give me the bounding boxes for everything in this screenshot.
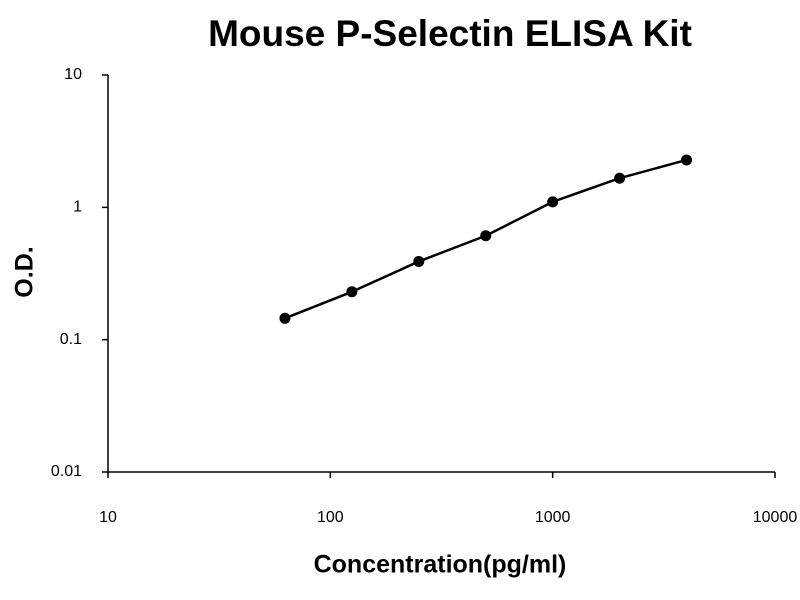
x-tick-label: 10000 — [753, 509, 798, 526]
data-point — [547, 196, 559, 208]
x-tick-label: 10 — [99, 509, 117, 526]
data-point — [279, 312, 291, 324]
x-tick-label: 1000 — [535, 509, 571, 526]
x-axis-label: Concentration(pg/ml) — [314, 551, 567, 579]
y-tick-label: 0.1 — [60, 331, 82, 348]
data-point — [413, 255, 425, 267]
data-point — [480, 230, 492, 242]
data-point — [681, 154, 693, 166]
data-point — [346, 286, 358, 298]
chart-title: Mouse P-Selectin ELISA Kit — [208, 13, 692, 54]
y-tick-label: 0.01 — [51, 463, 82, 480]
y-tick-label: 1 — [73, 199, 82, 216]
y-axis-label: O.D. — [11, 246, 39, 297]
data-point — [614, 172, 626, 184]
x-tick-label: 100 — [317, 509, 344, 526]
y-tick-label: 10 — [64, 66, 82, 83]
